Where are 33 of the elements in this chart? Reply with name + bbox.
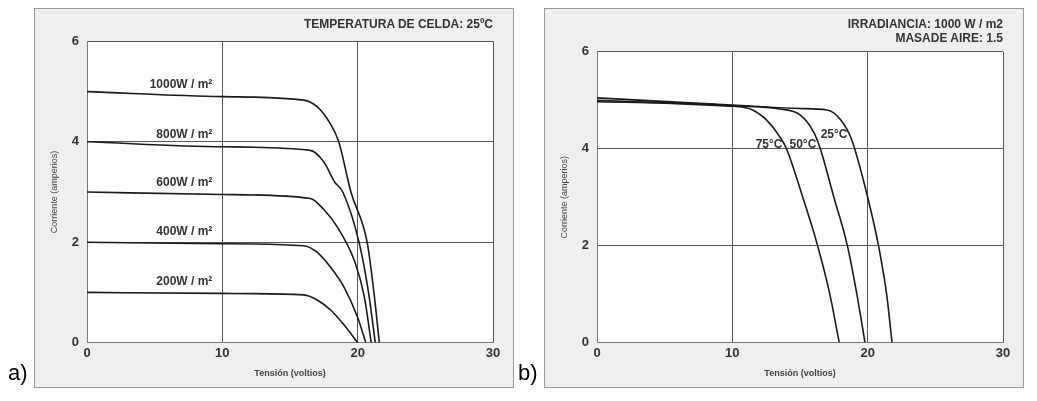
series-label: 1000W / m² — [149, 76, 213, 91]
series-label: 600W / m² — [156, 174, 213, 189]
y-tick-label: 0 — [581, 334, 590, 350]
x-tick-label: 20 — [860, 344, 875, 360]
y-tick-label: 2 — [581, 237, 590, 253]
series-label: 400W / m² — [156, 224, 213, 239]
chart-title: TEMPERATURA DE CELDA: 25ºC — [303, 16, 494, 31]
x-axis-title: Tensión (voltios) — [254, 368, 326, 379]
y-axis-title: Corriente (amperios) — [558, 155, 569, 239]
y-tick-label: 2 — [71, 233, 80, 249]
x-tick-label: 0 — [593, 344, 601, 360]
x-tick-label: 20 — [350, 344, 365, 360]
text: b) — [518, 360, 539, 386]
y-axis-title: Corriente (amperios) — [48, 150, 59, 234]
series-label: 200W / m² — [156, 273, 213, 288]
x-tick-label: 10 — [725, 344, 740, 360]
series-label: 25°C — [820, 127, 848, 142]
chart-title: IRRADIANCIA: 1000 W / m2 — [847, 16, 1004, 31]
chart-subtitle: MASADE AIRE: 1.5 — [895, 30, 1004, 45]
x-tick-label: 10 — [215, 344, 230, 360]
series-label: 50°C — [789, 137, 817, 152]
y-tick-label: 6 — [71, 32, 80, 48]
y-tick-label: 6 — [581, 43, 590, 59]
x-axis-title: Tensión (voltios) — [764, 368, 836, 379]
text: a) — [8, 360, 29, 386]
x-tick-label: 30 — [995, 344, 1011, 360]
series-label: 800W / m² — [156, 127, 213, 142]
x-tick-label: 30 — [485, 344, 501, 360]
y-tick-label: 4 — [581, 140, 590, 156]
y-tick-label: 0 — [71, 334, 80, 350]
series-label: 75°C — [755, 137, 783, 152]
x-tick-label: 0 — [83, 344, 91, 360]
y-tick-label: 4 — [71, 133, 80, 149]
